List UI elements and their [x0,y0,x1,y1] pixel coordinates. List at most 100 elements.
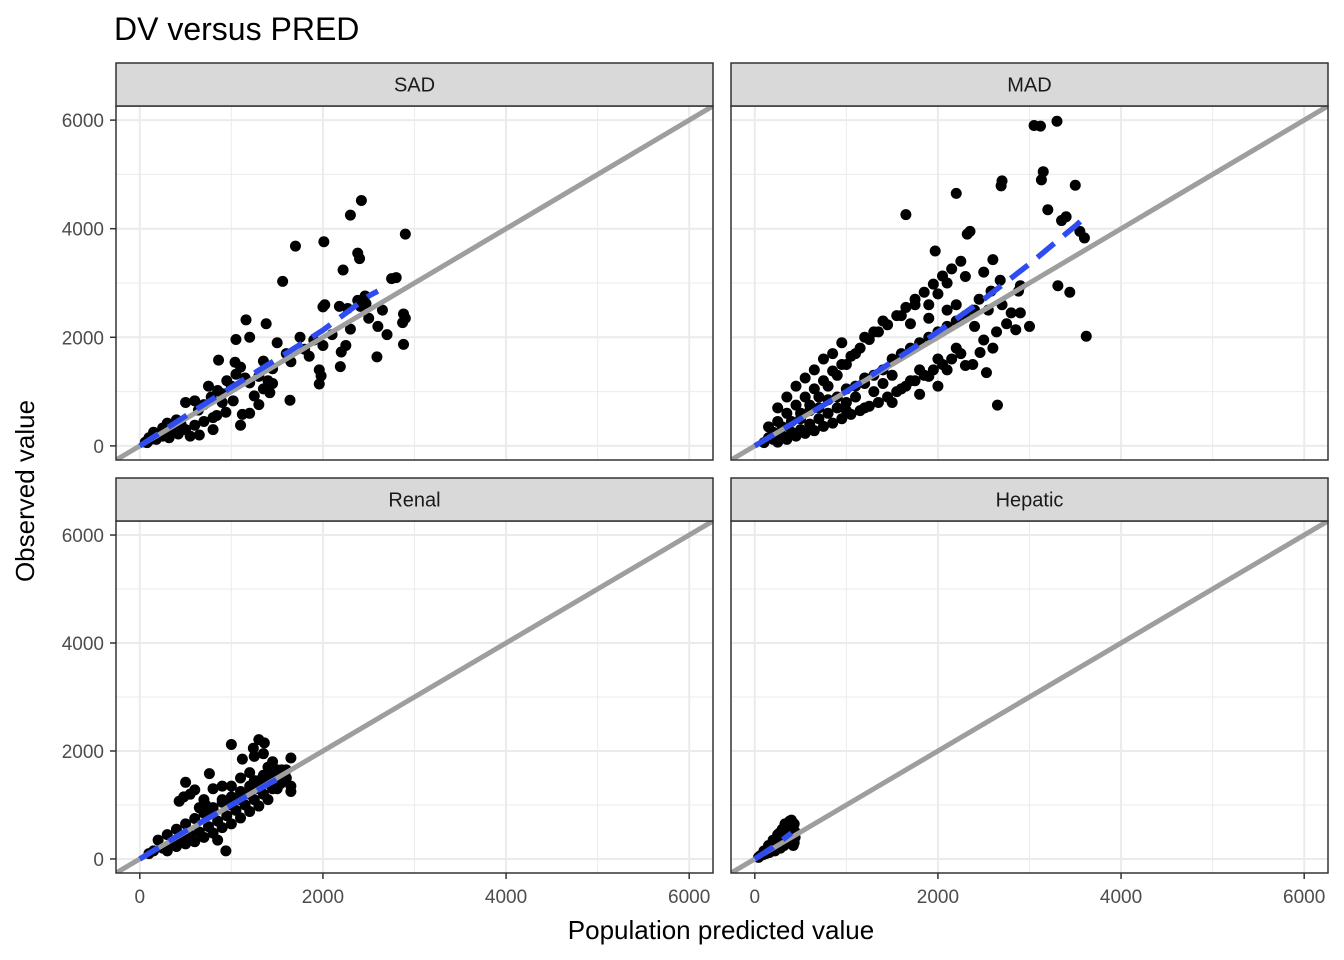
data-point [918,369,930,381]
data-point [850,391,862,403]
x-axis-title: Population predicted value [568,915,874,945]
data-point [781,433,793,445]
data-point [817,420,829,432]
data-point [244,767,256,779]
data-point [808,425,820,437]
data-point [955,255,967,267]
data-point [817,353,829,365]
grid-lines [116,106,713,460]
data-point [317,339,329,351]
data-point [978,266,990,278]
data-point [225,780,237,792]
data-point [221,810,233,822]
data-point [397,317,409,329]
data-point [260,318,272,330]
data-point [203,768,215,780]
data-point [161,845,173,857]
data-point [212,834,224,846]
data-point [923,312,935,324]
x-tick-label: 6000 [1283,887,1325,908]
data-point [1051,115,1063,127]
data-point [868,326,880,338]
data-point [371,351,383,363]
data-point [253,800,265,812]
data-point [277,275,289,287]
data-point [799,391,811,403]
data-point [257,748,269,760]
data-point [1080,330,1092,342]
data-point [180,838,192,850]
data-point [289,240,301,252]
data-point [285,752,297,764]
data-point [212,385,224,397]
data-point [398,338,410,350]
data-point [253,775,265,787]
data-point [399,228,411,240]
data-point [891,386,903,398]
panel-renal: Renal 0 2000 4000 6000 0 2000 4000 6000 [62,477,714,908]
data-point [1001,318,1013,330]
data-point [886,369,898,381]
data-point [220,845,232,857]
data-point [221,375,233,387]
data-point [995,180,1007,192]
data-point [225,791,237,803]
data-point [344,209,356,221]
data-point [386,273,398,285]
x-tick-label: 0 [135,887,146,908]
x-tick-label: 2000 [917,887,959,908]
data-point [927,364,939,376]
chart-title: DV versus PRED [114,11,359,47]
data-point [207,783,219,795]
data-point [872,396,884,408]
data-point [227,395,239,407]
data-point [189,395,201,407]
data-point [334,361,346,373]
x-tick-label: 0 [750,887,761,908]
identity-line [731,521,1328,873]
data-point [827,348,839,360]
smooth-trend-line [138,288,380,449]
strip-header [730,62,1329,107]
smooth-trend-line [753,215,1087,449]
data-point [813,391,825,403]
data-point [1024,320,1035,332]
data-point [180,776,192,788]
data-point [163,432,175,444]
data-point [959,360,971,372]
data-point [258,737,270,749]
data-point [152,834,164,846]
data-point [1005,307,1017,319]
data-point [955,348,967,360]
data-point [808,364,820,376]
data-point [859,331,871,343]
x-tick-label: 2000 [302,887,344,908]
data-point [284,394,296,406]
data-point [216,796,228,808]
data-point [184,788,196,800]
data-point [184,430,196,442]
data-point [827,417,839,429]
data-point [267,377,279,389]
data-point [244,331,256,343]
data-point [354,300,366,312]
y-tick-label: 4000 [62,634,104,655]
data-point [831,369,843,381]
data-point [1069,179,1081,191]
data-point [950,187,962,199]
identity-line [116,106,713,460]
data-point [198,807,210,819]
data-point [772,436,784,448]
data-point [262,761,274,773]
data-point [937,270,949,282]
data-point [381,329,393,341]
data-point [790,399,802,411]
smooth-trend-line [138,773,285,862]
data-point [808,383,820,395]
grid-lines [731,521,1328,873]
data-point [909,299,921,311]
data-point [220,406,232,418]
data-point [822,407,834,419]
data-point [772,402,784,414]
data-point [240,314,252,326]
